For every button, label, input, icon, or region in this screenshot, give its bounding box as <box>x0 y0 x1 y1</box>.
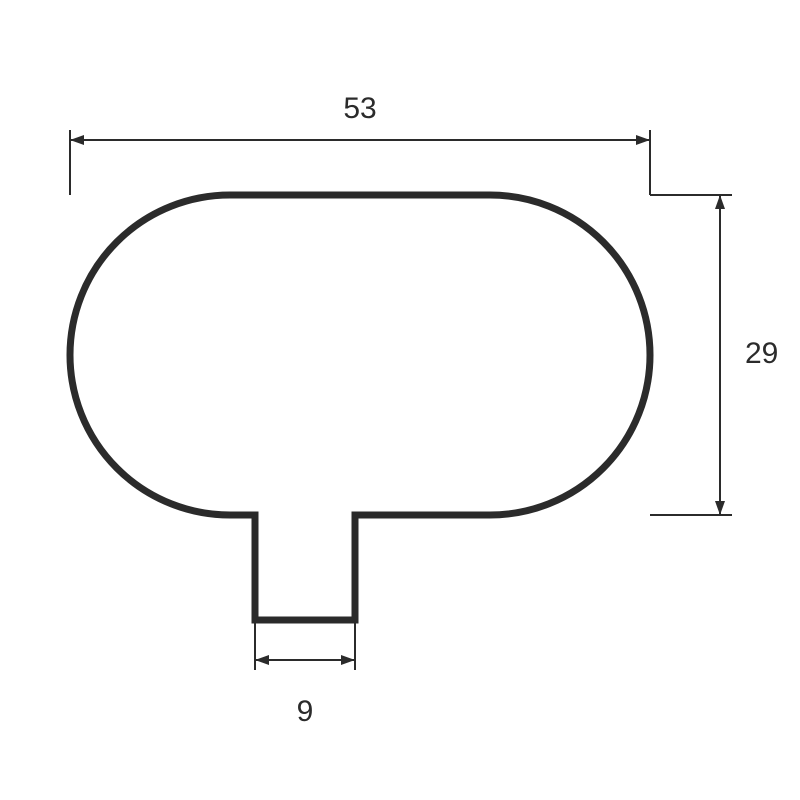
dimension-label-stem: 9 <box>297 695 314 728</box>
dimension-label-width: 53 <box>343 92 376 125</box>
profile-outline <box>70 195 650 620</box>
dimension-label-height: 29 <box>745 337 778 370</box>
